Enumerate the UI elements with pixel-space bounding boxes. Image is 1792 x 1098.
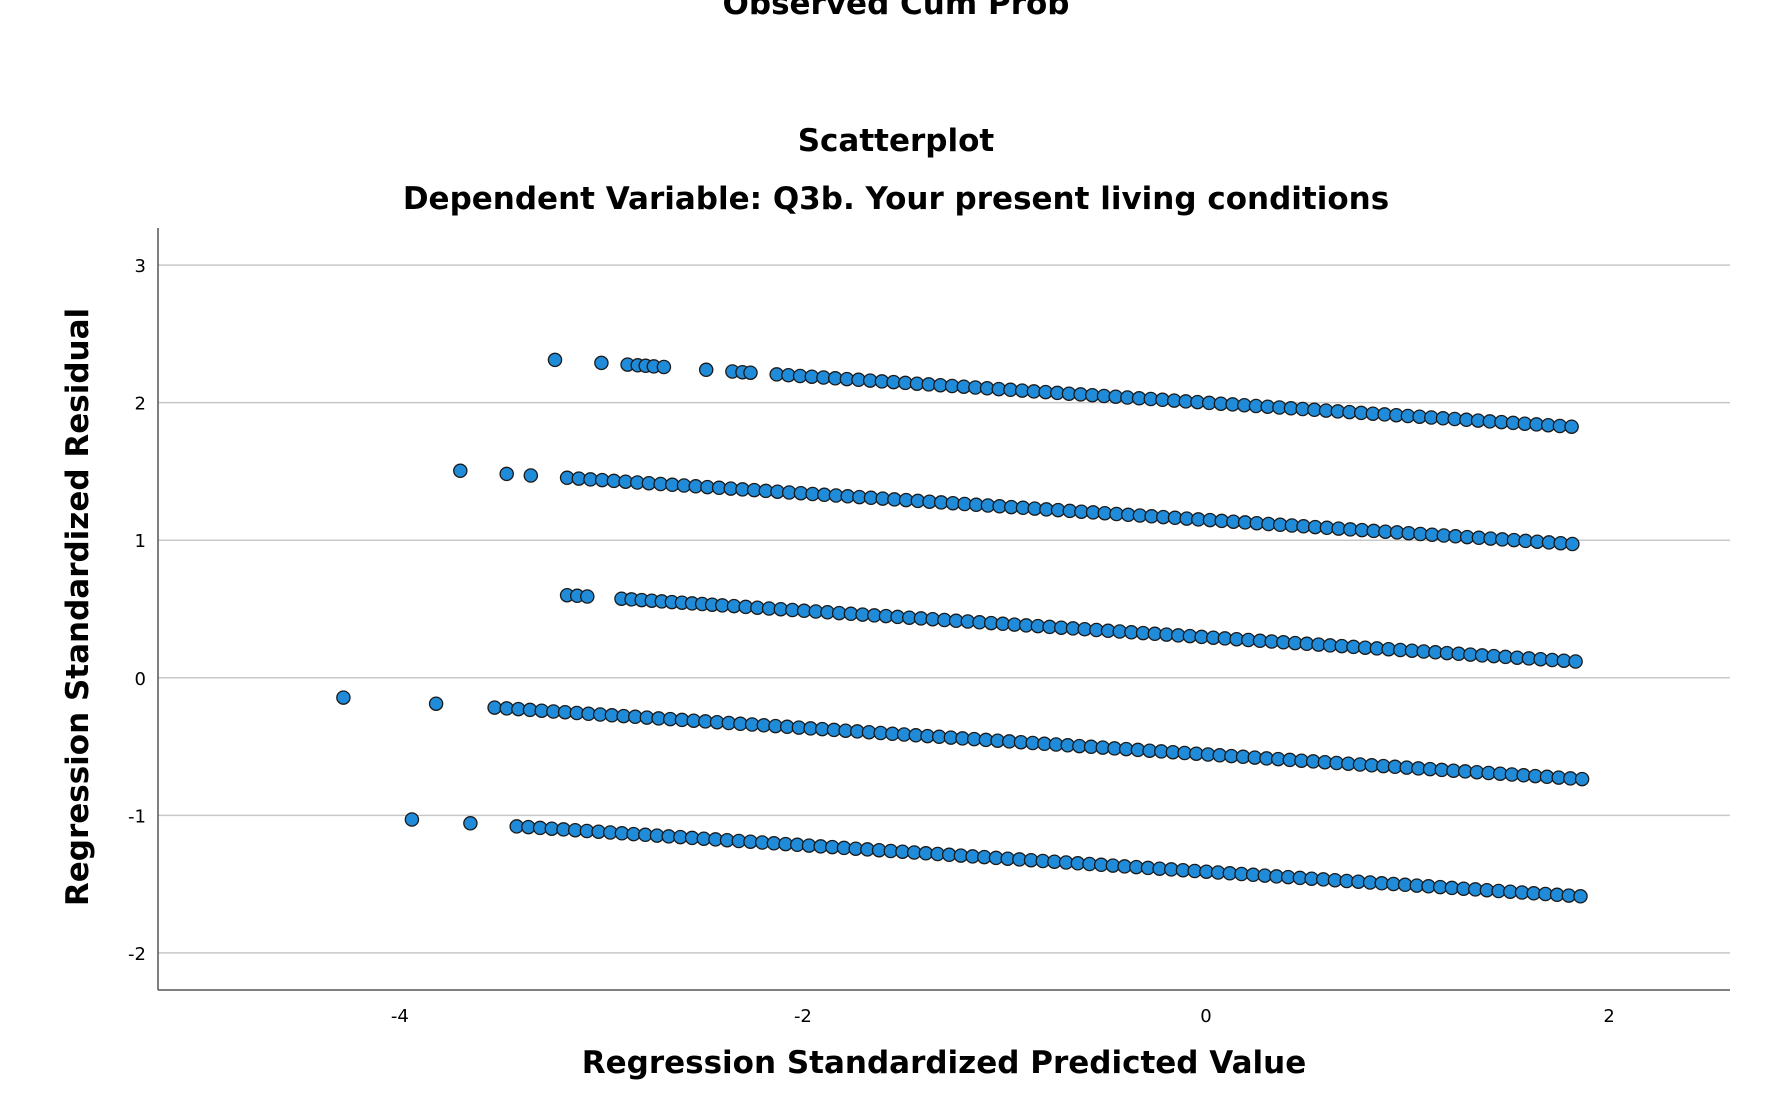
previous-chart-xlabel: Observed Cum Prob — [722, 0, 1070, 22]
chart-title: Scatterplot — [797, 123, 995, 159]
scatter-point — [404, 812, 420, 827]
y-tick-label: -1 — [128, 806, 146, 827]
scatter-point — [698, 362, 714, 378]
scatter-point — [1565, 536, 1580, 552]
y-tick-label: 1 — [135, 531, 146, 552]
y-tick-label: -2 — [128, 944, 146, 965]
scatter-point — [463, 816, 478, 831]
x-tick-label: 0 — [1200, 1006, 1211, 1027]
y-tick-label: 2 — [135, 394, 146, 415]
scatter-point — [656, 359, 672, 375]
scatter-point — [547, 352, 563, 368]
gridlines — [158, 264, 1730, 954]
scatter-point — [453, 463, 468, 479]
y-axis-label: Regression Standardized Residual — [60, 307, 96, 907]
x-tick-label: 2 — [1603, 1006, 1614, 1027]
scatter-point — [743, 365, 758, 380]
scatter-point — [1568, 654, 1583, 669]
scatter-point — [594, 355, 609, 371]
x-axis-label: Regression Standardized Predicted Value — [581, 1045, 1307, 1081]
chart-subtitle: Dependent Variable: Q3b. Your present li… — [402, 181, 1390, 217]
scatter-point — [1573, 889, 1588, 904]
scatter-point — [1564, 419, 1579, 434]
scatter-point — [487, 700, 502, 715]
axes — [157, 228, 1730, 991]
scatter-point — [336, 690, 351, 705]
tick-labels: 3 2 1 0 -1 -2 -4 -2 0 2 — [128, 256, 1615, 1027]
x-tick-label: -4 — [391, 1006, 409, 1027]
scatter-point — [580, 589, 595, 604]
data-points — [336, 352, 1590, 904]
scatter-point — [1574, 771, 1590, 787]
scatter-point — [428, 696, 444, 711]
scatter-point — [499, 466, 514, 482]
x-tick-label: -2 — [794, 1006, 812, 1027]
y-tick-label: 0 — [135, 669, 146, 690]
y-tick-label: 3 — [135, 256, 146, 277]
scatter-point — [523, 468, 539, 483]
